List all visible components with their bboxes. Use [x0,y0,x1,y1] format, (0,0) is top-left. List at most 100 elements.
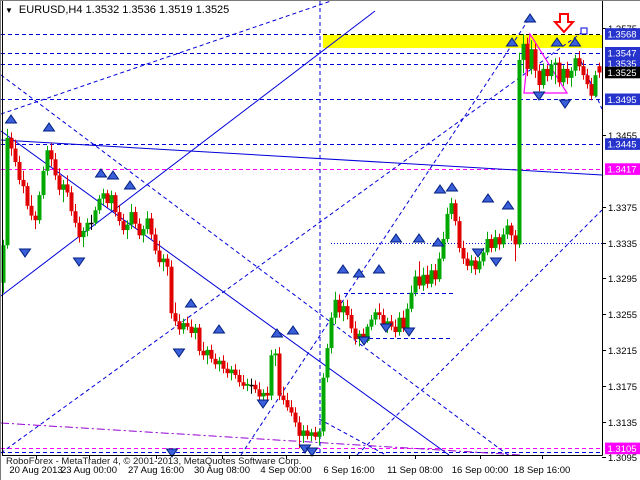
descending-line-shallow[interactable] [1,139,603,176]
fractal-up-arrow-icon [501,200,515,210]
fractal-down-arrow-icon [172,348,186,358]
y-axis-label: 1.3455 [608,131,637,142]
candle [89,214,94,230]
candle [57,168,62,196]
candle [593,70,598,98]
trendline-endpoint-square[interactable] [580,27,588,35]
fractal-up-arrow-icon [389,233,403,243]
price-level-label-bg [605,66,640,79]
candle [481,247,486,266]
y-axis-label: 1.3295 [608,274,637,285]
candle [157,240,162,267]
candle [557,57,562,87]
candle [149,213,154,239]
candle [325,343,330,383]
x-axis-label: 23 Aug 00:00 [61,465,117,476]
fractal-up-arrow-icon [94,168,108,178]
dashed-uptrend-steep[interactable] [240,21,528,456]
price-level-label: 1.3547 [608,48,637,59]
candle [29,195,34,221]
fractal-up-arrow-icon [286,325,300,335]
candle [145,211,150,234]
fractal-down-arrow-icon [402,327,416,337]
fractal-up-arrow-icon [270,328,284,338]
candle [269,349,274,401]
candle [189,319,194,338]
candle [517,52,522,248]
candle [597,62,602,78]
price-level-label: 1.3445 [608,140,637,151]
candle [317,428,322,445]
fractal-up-arrow-icon [568,37,582,47]
dashed-uptrend-right[interactable] [356,209,603,456]
price-level-label: 1.3495 [608,95,637,106]
x-axis-label: 20 Aug 2013 [9,465,62,476]
fractal-up-arrow-icon [550,37,564,47]
candle [169,260,174,319]
candle [289,400,294,417]
red-down-arrow-icon[interactable] [552,13,576,34]
chart-title-text: EURUSD,H4 1.3532 1.3536 1.3519 1.3525 [18,4,230,16]
price-level-label: 1.3417 [608,165,637,176]
candle [421,267,426,291]
candle [245,378,250,392]
fractal-down-arrow-icon [18,248,32,258]
violet-dashdot-line[interactable] [1,422,522,456]
candle [165,254,170,276]
downtrend-line-major[interactable] [1,130,450,456]
fractal-up-arrow-icon [481,193,495,203]
candle [545,65,550,82]
dashed-uptrend-shallow[interactable] [1,1,332,115]
fractal-up-arrow-icon [352,268,366,278]
candle [181,318,186,334]
dashed-segment-bottom[interactable] [318,418,387,456]
fractal-up-arrow-icon [184,298,198,308]
candle [217,357,222,372]
candle [285,392,290,411]
candle [433,264,438,286]
candle [73,204,78,228]
x-axis-label: 4 Sep 00:00 [260,465,311,476]
fractal-down-arrow-icon [379,323,393,333]
price-level-label: 1.3525 [608,68,637,79]
chart-dropdown-icon[interactable]: ▼ [5,5,13,15]
candle [153,228,158,255]
candle [133,206,138,229]
candle [405,303,410,331]
fractal-up-arrow-icon [212,324,226,334]
x-axis-label: 27 Aug 16:00 [128,465,184,476]
fractal-down-arrow-icon [489,257,503,267]
candle [229,366,234,381]
candle [97,195,102,214]
y-axis-label: 1.3375 [608,203,637,214]
candle [273,349,278,366]
fractal-up-arrow-icon [445,182,459,192]
candle [1,239,6,293]
uptrend-line[interactable] [1,10,376,297]
candle [249,378,254,394]
x-axis-label: 16 Sep 00:00 [452,465,509,476]
y-axis-label: 1.3215 [608,346,637,357]
candle [49,143,54,167]
candle [565,61,570,85]
candle [457,216,462,253]
fractal-up-arrow-icon [372,264,386,274]
candle [205,346,210,365]
candle [253,380,258,393]
candle [93,206,98,226]
fractal-down-arrow-icon [72,257,86,267]
candle [113,192,118,217]
dashed-downtrend[interactable] [1,74,509,456]
candle [497,233,502,250]
candle [429,264,434,288]
candle [137,218,142,239]
candle [213,353,218,369]
candle [9,132,14,156]
candle [413,270,418,297]
candle [529,40,534,75]
candle [373,308,378,325]
candle [197,324,202,356]
dashed-uptrend-major[interactable] [1,30,585,454]
candle [329,312,334,354]
